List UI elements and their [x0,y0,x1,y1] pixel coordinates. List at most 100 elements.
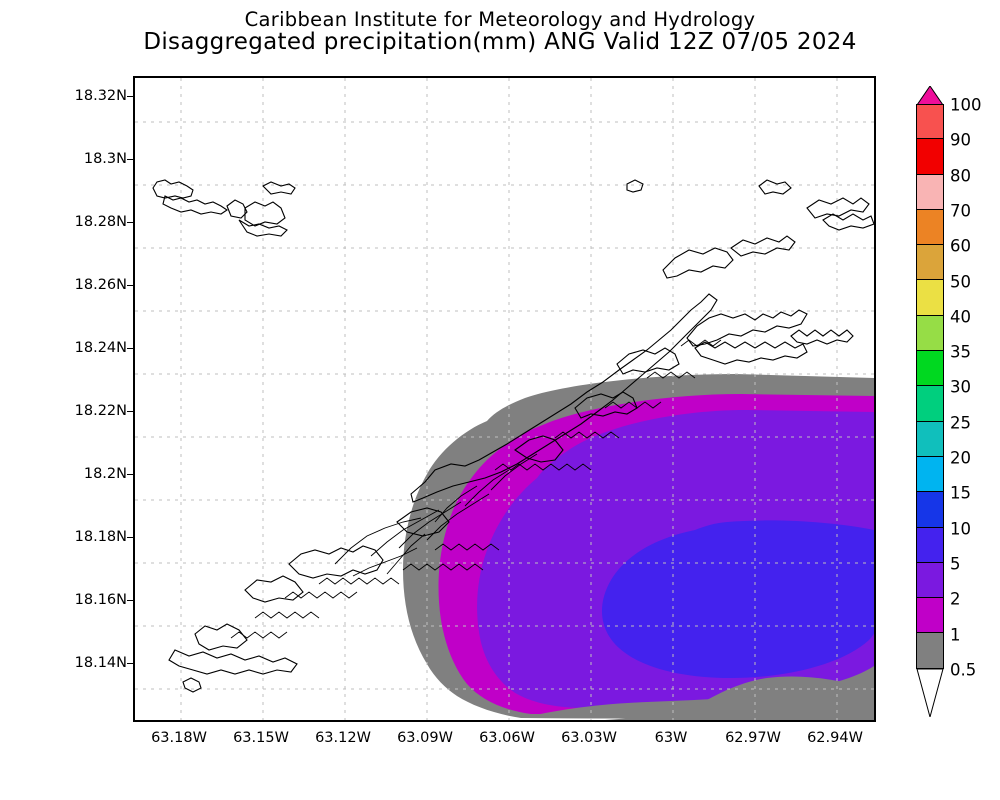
colorbar-tick-label: 90 [950,130,971,150]
colorbar-cell [916,421,944,457]
colorbar-cell [916,633,944,669]
y-tick-mark [127,96,135,97]
colorbar-tick-label: 70 [950,201,971,221]
colorbar-cell [916,104,944,140]
colorbar-cell [916,456,944,493]
x-tick-label: 63W [654,730,688,746]
coastline-anguillita-islet [182,677,202,693]
y-axis-latitude-labels: 18.32N 18.3N 18.28N 18.26N 18.24N 18.22N 18.2N… [0,76,135,722]
colorbar-tick-label: 2 [950,589,961,609]
y-tick-mark [127,474,135,475]
y-tick-mark [127,348,135,349]
x-tick-label: 63.09W [397,730,453,746]
coastline-seal-island-reef [238,219,288,237]
figure-product-title: Disaggregated precipitation(mm) ANG Vali… [143,29,857,55]
coastline-scrub-island-south [694,341,808,365]
coastline-dog-island-reef [162,195,228,215]
coastline-east-cluster-a [574,391,638,419]
colorbar-over-arrow [916,86,944,105]
x-tick-label: 63.03W [561,730,617,746]
colorbar-tick-label: 80 [950,166,971,186]
colorbar-cell [916,174,944,210]
colorbar-cell [916,562,944,599]
y-tick-mark [127,663,135,664]
colorbar-tick-label: 40 [950,307,971,327]
coastline-outlines [152,179,874,693]
coastline-scrub-island [686,309,808,347]
precipitation-colorbar[interactable]: 100 90 80 70 60 50 40 35 30 25 20 15 10 5 2 1 0.5 [916,86,1000,726]
ne-coast-reef-detail [494,339,722,471]
coastline-scrub-island-northwest [662,247,734,279]
colorbar-tick-label: 10 [950,519,971,539]
coastline-west-pond [396,507,450,537]
colorbar-tick-label: 35 [950,342,971,362]
y-tick-label: 18.24N [74,340,127,356]
coastline-anguilla-ne-fringe [822,213,874,231]
colorbar-cell [916,351,944,387]
y-tick-label: 18.3N [83,151,127,167]
y-tick-mark [127,600,135,601]
coastline-mid-island-pond [514,435,564,463]
y-tick-label: 18.16N [74,592,127,608]
colorbar-tick-label: 20 [950,448,971,468]
y-tick-mark [127,159,135,160]
coastline-prickly-pear-west [226,199,248,219]
colorbar-cell [916,245,944,281]
map-plot-area[interactable] [133,76,876,722]
x-tick-label: 62.97W [725,730,781,746]
y-tick-mark [127,537,135,538]
precipitation-filled-contours [403,374,874,720]
y-tick-label: 18.32N [74,88,127,104]
south-coast-reef-detail [230,543,500,639]
colorbar-cell [916,598,944,634]
coastline-anguilla-west-lobe [288,545,384,579]
x-tick-label: 62.94W [807,730,863,746]
y-tick-label: 18.18N [74,529,127,545]
y-tick-label: 18.14N [74,655,127,671]
coastline-anguillita [194,623,248,651]
y-tick-mark [127,411,135,412]
coastline-east-cluster-b [616,347,680,375]
colorbar-cell [916,139,944,175]
y-tick-label: 18.26N [74,277,127,293]
precip-band-5-10 [601,520,874,678]
coastline-small-cay-north [262,181,296,195]
coastline-scrub-island-east-fringe [790,329,854,345]
coastline-little-scrub [758,179,792,195]
colorbar-under-arrow [916,668,944,717]
precip-band-gray-south-ridge [605,676,874,720]
colorbar-cell [916,386,944,422]
x-tick-label: 63.18W [151,730,207,746]
figure-institute-title: Caribbean Institute for Meteorology and … [244,8,756,31]
colorbar-cell [916,280,944,316]
map-canvas [135,78,874,720]
colorbar-tick-label: 30 [950,377,971,397]
colorbar-tick-label: 60 [950,236,971,256]
map-gridlines [135,78,874,720]
y-tick-label: 18.2N [83,466,127,482]
colorbar-tick-label: 25 [950,413,971,433]
coastline-scrub-northeast-cay [730,235,796,257]
colorbar-cell [916,527,944,563]
coastline-anguilla-west-tip [244,575,304,603]
colorbar-cell [916,209,944,246]
x-tick-label: 63.06W [479,730,535,746]
colorbar-cell [916,315,944,352]
coastline-prickly-pear-east [244,201,286,227]
colorbar-cell [916,492,944,528]
y-tick-label: 18.28N [74,214,127,230]
colorbar-tick-label: 15 [950,483,971,503]
colorbar-tick-label: 0.5 [950,660,977,680]
x-tick-label: 63.12W [315,730,371,746]
y-tick-mark [127,222,135,223]
x-tick-label: 63.15W [233,730,289,746]
coastline-sw-reef-chain [168,649,298,675]
colorbar-color-cells [916,104,944,669]
coastline-sombrero-cay [626,179,644,193]
coastline-dog-island [152,179,194,199]
coastline-anguilla-ne-tip [806,197,870,219]
y-tick-mark [127,285,135,286]
coastline-anguilla-main [410,293,718,503]
colorbar-tick-label: 100 [950,95,982,115]
